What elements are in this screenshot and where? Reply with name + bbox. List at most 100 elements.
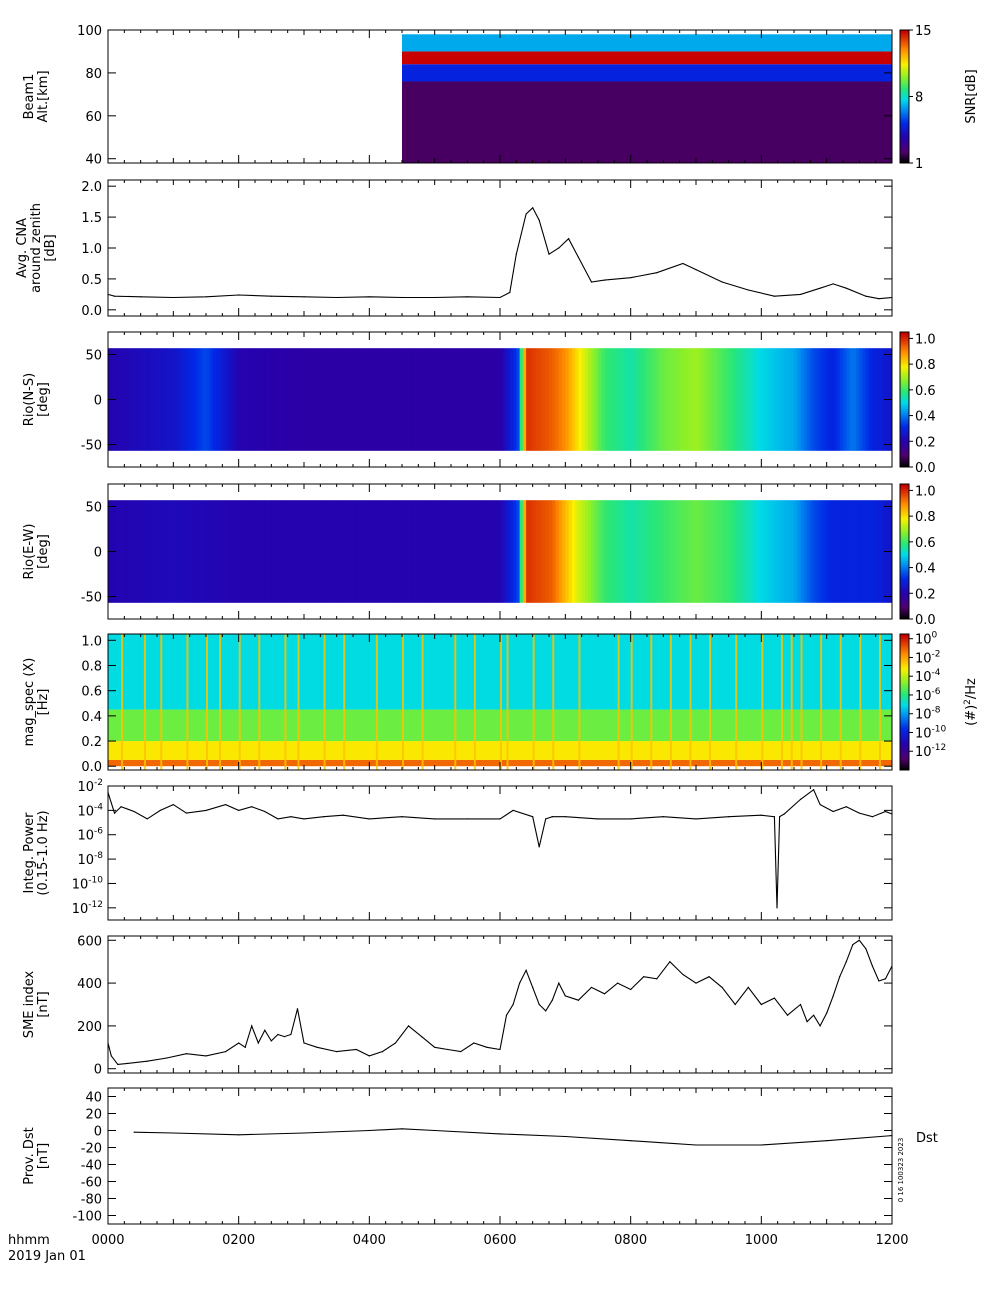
data-point: [515, 253, 517, 255]
heatmap-column: [624, 348, 628, 451]
heatmap-column: [473, 348, 478, 451]
colorbar-cell: [900, 529, 909, 532]
panel-4-colorbar: 0.0 0.2 0.4 0.6 0.8 1.0: [899, 483, 936, 628]
spectrogram-spike: [709, 634, 712, 770]
colorbar-tick-label: 10-12: [915, 743, 946, 760]
data-point: [505, 1014, 508, 1016]
colorbar-cell: [900, 63, 909, 66]
colorbar-cell: [900, 129, 909, 133]
colorbar-cell: [900, 690, 909, 694]
colorbar-cell: [900, 52, 909, 55]
data-point: [747, 289, 749, 291]
panel-7-axes: 0 200 400 600 SME index [nT]: [22, 934, 893, 1078]
heatmap-column: [699, 500, 703, 603]
colorbar-cell: [900, 524, 909, 528]
heatmap-column: [477, 500, 481, 603]
colorbar-cell: [900, 372, 909, 376]
heatmap-column: [535, 500, 540, 603]
data-point: [140, 296, 142, 298]
heatmap-column: [601, 500, 605, 603]
colorbar-cell: [900, 458, 909, 461]
colorbar-cell: [900, 567, 909, 570]
colorbar-cell: [900, 654, 909, 658]
colorbar-cell: [900, 731, 909, 735]
data-point: [303, 296, 305, 298]
colorbar-cell: [900, 706, 909, 710]
heatmap-column: [650, 348, 654, 451]
heatmap-column: [813, 348, 818, 451]
colorbar-cell: [900, 616, 909, 620]
heatmap-column: [852, 348, 857, 451]
colorbar-cell: [900, 740, 909, 744]
colorbar-cell: [900, 87, 909, 91]
colorbar-cell: [900, 426, 909, 430]
heatmap-column: [245, 348, 249, 451]
heatmap-column: [245, 500, 249, 603]
heatmap-column: [179, 500, 184, 603]
colorbar-tick-label: 10-10: [915, 724, 947, 741]
y-tick-label: 1.0: [81, 242, 102, 257]
heatmap-column: [598, 500, 602, 603]
data-point: [434, 1129, 436, 1132]
heatmap-column: [451, 500, 455, 603]
data-point: [205, 1055, 207, 1057]
heatmap-column: [767, 500, 772, 603]
data-point: [257, 1042, 259, 1044]
heatmap-column: [323, 500, 328, 603]
colorbar-cell: [900, 603, 909, 606]
colorbar-cell: [900, 702, 909, 705]
spectrogram-spike: [297, 634, 300, 770]
colorbar-cell: [900, 672, 909, 676]
data-point: [551, 816, 553, 818]
colorbar-cell: [900, 160, 909, 164]
heatmap-column: [617, 500, 622, 603]
data-point: [466, 818, 468, 820]
colorbar-cell: [900, 107, 909, 111]
heatmap-column: [549, 348, 553, 451]
data-point: [773, 295, 776, 297]
heatmap-column: [297, 500, 302, 603]
heatmap-column: [620, 500, 625, 603]
colorbar-cell: [900, 760, 909, 764]
data-point: [238, 809, 240, 811]
colorbar-cell: [900, 147, 909, 151]
data-point: [113, 812, 116, 814]
heatmap-column: [206, 500, 210, 603]
heatmap-column: [679, 348, 684, 451]
colorbar-cell: [900, 433, 909, 436]
colorbar-cell: [900, 83, 909, 86]
heatmap-column: [562, 348, 566, 451]
colorbar-tick-label: 0.6: [915, 536, 936, 551]
colorbar-cell: [900, 711, 909, 714]
heatmap-column: [241, 500, 246, 603]
heatmap-column: [807, 348, 811, 451]
heatmap-column: [859, 500, 863, 603]
colorbar-cell: [900, 422, 909, 425]
data-point: [270, 295, 272, 297]
y-tick-label: 1.5: [81, 211, 102, 226]
data-point: [826, 1012, 828, 1014]
data-point: [538, 846, 540, 848]
heatmap-column: [676, 348, 681, 451]
heatmap-column: [856, 348, 860, 451]
heatmap-column: [418, 348, 422, 451]
heatmap-column: [483, 348, 488, 451]
y-tick-label: 0: [94, 394, 102, 409]
colorbar-cell: [900, 347, 909, 351]
data-point: [819, 803, 821, 806]
colorbar-cell: [900, 67, 909, 71]
heatmap-column: [330, 348, 334, 451]
y-axis-label: mag_spec (X): [22, 658, 37, 747]
colorbar-cell: [900, 96, 909, 100]
heatmap-column: [810, 348, 814, 451]
colorbar-cell: [900, 451, 909, 454]
heatmap-column: [591, 500, 596, 603]
colorbar-cell: [900, 522, 909, 525]
data-point: [558, 247, 560, 249]
heatmap-column: [362, 348, 367, 451]
data-point: [799, 798, 802, 800]
heatmap-column: [594, 500, 599, 603]
heatmap-column: [228, 348, 233, 451]
colorbar-cell: [900, 145, 909, 148]
